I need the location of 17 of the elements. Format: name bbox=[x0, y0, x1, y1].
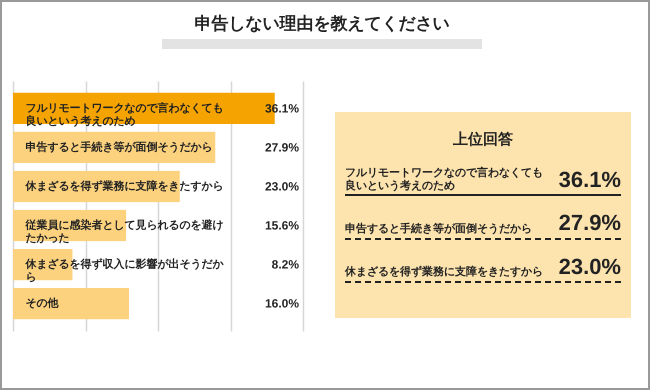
text: 休まざるを得ず業務に支障をきたすから bbox=[345, 265, 543, 279]
y-tick-label: 申告すると手続き等が面倒そうだから bbox=[26, 140, 212, 154]
y-tick-label: フルリモートワークなので言わなくても良いという考えのため bbox=[26, 101, 224, 128]
text: 27.9% bbox=[558, 210, 621, 236]
data-label: 15.6% bbox=[264, 218, 300, 233]
text: 申告すると手続き等が面倒そうだから bbox=[345, 222, 532, 236]
text: 上位回答 bbox=[452, 130, 514, 149]
data-label: 16.0% bbox=[264, 296, 300, 311]
y-tick-label: その他 bbox=[26, 296, 60, 310]
text: 23.0% bbox=[558, 254, 621, 279]
data-label: 23.0% bbox=[264, 179, 300, 194]
text: 36.1% bbox=[558, 167, 621, 192]
data-label: 8.2% bbox=[272, 258, 300, 272]
text: フルリモートワークなので言わなくても良いという考えのため bbox=[345, 166, 544, 192]
y-tick-label: 休まざるを得ず業務に支障をきたすから bbox=[24, 179, 224, 192]
chart-title: 申告しない理由を教えてください bbox=[162, 12, 482, 49]
data-label: 27.9% bbox=[264, 140, 300, 154]
